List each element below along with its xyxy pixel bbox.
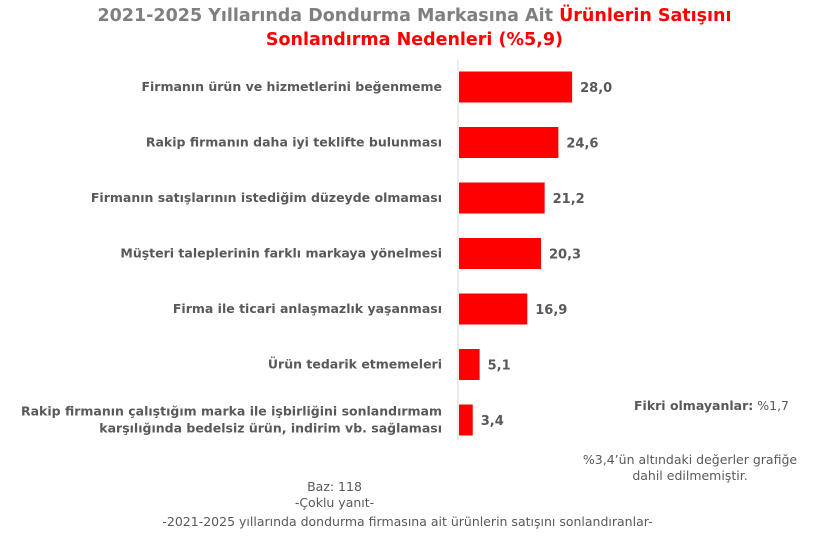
value-label-3: 21,2 <box>553 192 585 207</box>
bar-1 <box>459 71 573 103</box>
bar-5 <box>459 293 528 325</box>
category-label-7-line-2: karşılığında bedelsiz ürün, indirim vb. … <box>99 421 442 436</box>
no-opinion-note: Fikri olmayanlar: %1,7 <box>634 398 789 414</box>
bar-4 <box>459 238 542 269</box>
value-label-6: 5,1 <box>488 359 511 374</box>
category-label-4: Müşteri taleplerinin farklı markaya yöne… <box>120 246 442 261</box>
exclusion-note-line-2: dahil edilmemiştir. <box>632 468 748 483</box>
title-line-2: Sonlandırma Nedenleri (%5,9) <box>265 30 564 50</box>
bar-3 <box>459 182 545 214</box>
no-opinion-label: Fikri olmayanlar: <box>634 398 754 413</box>
no-opinion-value: %1,7 <box>753 398 789 413</box>
bar-2 <box>459 127 559 158</box>
category-label-7-line-1: Rakip firmanın çalıştığım marka ile işbi… <box>21 404 442 419</box>
category-label-5: Firma ile ticari anlaşmazlık yaşanması <box>173 301 442 316</box>
base-note: Baz: 118 -Çoklu yanıt- <box>0 479 829 511</box>
value-label-7: 3,4 <box>481 414 504 429</box>
value-label-2: 24,6 <box>566 137 598 152</box>
category-label-6: Ürün tedarik etmemeleri <box>268 357 442 372</box>
title-part-2: Ürünlerin Satışını <box>559 6 732 26</box>
base-count: Baz: 118 <box>307 479 362 494</box>
exclusion-note-line-1: %3,4’ün altındaki değerler grafiğe <box>582 452 798 467</box>
title-part-1: 2021-2025 Yıllarında Dondurma Markasına … <box>97 6 560 26</box>
multiple-answer-note: -Çoklu yanıt- <box>294 495 375 510</box>
exclusion-note: %3,4’ün altındaki değerler grafiğe dahil… <box>560 452 820 484</box>
value-label-4: 20,3 <box>549 248 581 263</box>
population-text: -2021-2025 yıllarında dondurma firmasına… <box>162 514 653 529</box>
category-label-2: Rakip firmanın daha iyi teklifte bulunma… <box>146 135 442 150</box>
population-note: -2021-2025 yıllarında dondurma firmasına… <box>0 514 829 530</box>
value-label-1: 28,0 <box>580 81 612 96</box>
category-label-1: Firmanın ürün ve hizmetlerini beğenmeme <box>141 79 442 94</box>
bar-7 <box>459 404 473 436</box>
category-label-3: Firmanın satışlarının istediğim düzeyde … <box>91 190 442 205</box>
bar-6 <box>459 349 480 380</box>
chart-title: 2021-2025 Yıllarında Dondurma Markasına … <box>0 4 829 52</box>
value-label-5: 16,9 <box>535 303 567 318</box>
